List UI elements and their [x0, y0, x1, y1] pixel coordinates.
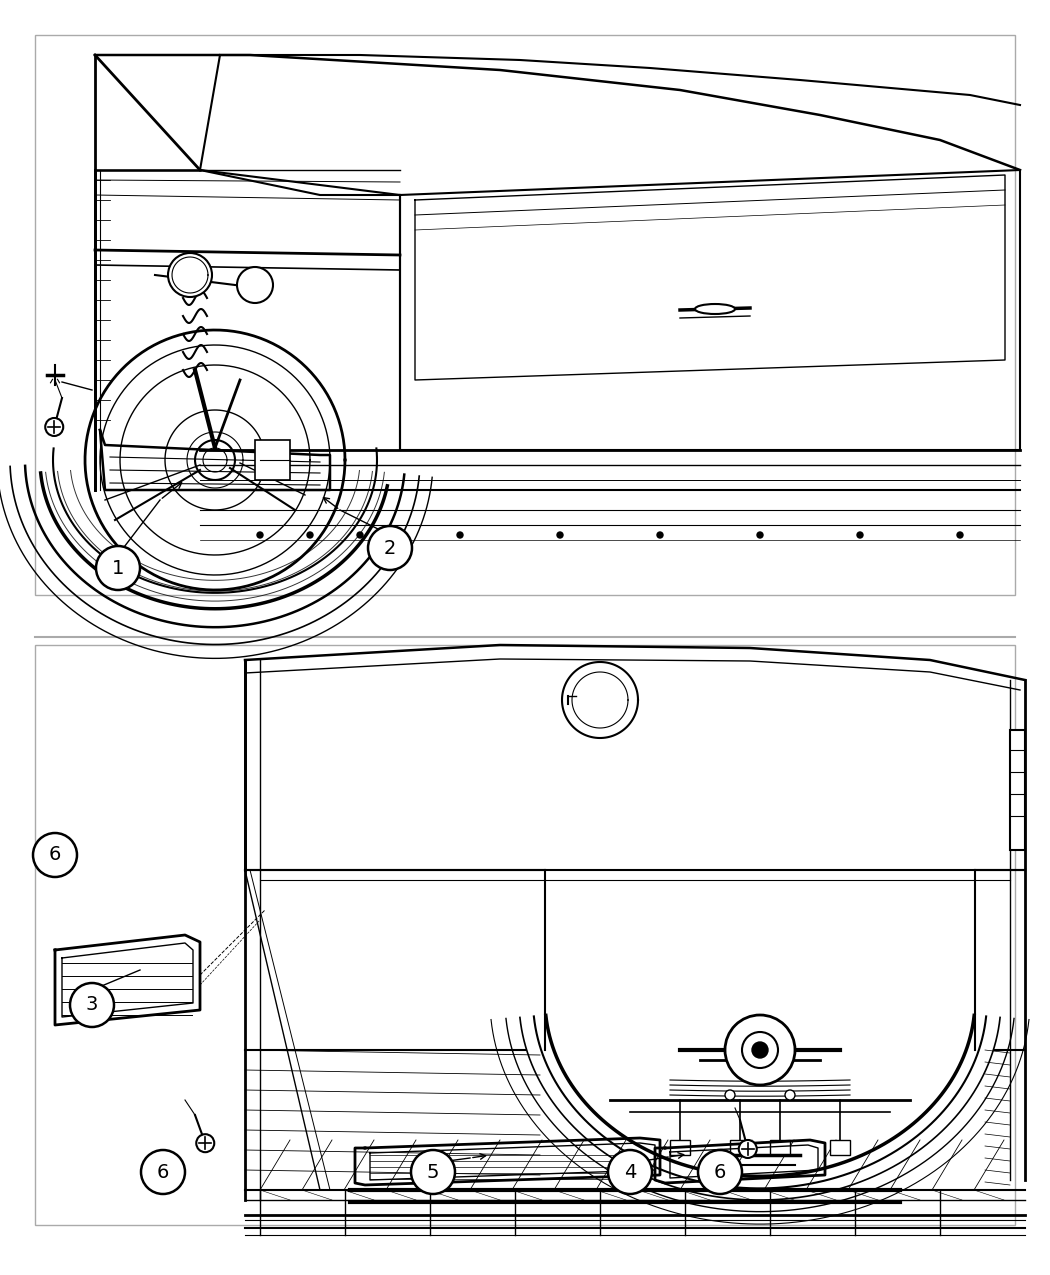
Circle shape: [168, 252, 212, 297]
Bar: [35, 645, 1015, 1225]
Bar: [830, 1140, 850, 1155]
Circle shape: [957, 532, 963, 538]
Text: 6: 6: [156, 1163, 169, 1182]
Circle shape: [70, 983, 114, 1026]
Circle shape: [411, 1150, 455, 1193]
Circle shape: [739, 1140, 757, 1158]
Circle shape: [657, 532, 663, 538]
Circle shape: [742, 1031, 778, 1068]
Circle shape: [857, 532, 863, 538]
Circle shape: [698, 1150, 742, 1193]
Bar: [730, 1140, 750, 1155]
Circle shape: [724, 1015, 795, 1085]
Circle shape: [33, 833, 77, 877]
Circle shape: [141, 1150, 185, 1193]
Circle shape: [752, 1042, 768, 1058]
Bar: [670, 1140, 690, 1155]
Bar: [255, 440, 290, 479]
Bar: [1010, 731, 1025, 850]
Circle shape: [196, 1135, 214, 1153]
Circle shape: [556, 532, 563, 538]
Text: 2: 2: [384, 538, 396, 557]
Text: 4: 4: [624, 1163, 636, 1182]
Circle shape: [757, 532, 763, 538]
Circle shape: [45, 418, 63, 436]
Circle shape: [724, 1090, 735, 1100]
Bar: [770, 1140, 790, 1155]
Circle shape: [608, 1150, 652, 1193]
Text: 5: 5: [426, 1163, 439, 1182]
Circle shape: [357, 532, 363, 538]
Circle shape: [96, 546, 140, 590]
Circle shape: [307, 532, 313, 538]
Circle shape: [368, 527, 412, 570]
Circle shape: [457, 532, 463, 538]
Circle shape: [257, 532, 262, 538]
Text: 6: 6: [48, 845, 61, 864]
Circle shape: [237, 266, 273, 303]
Bar: [35, 34, 1015, 595]
Text: 3: 3: [86, 996, 99, 1015]
Text: 6: 6: [714, 1163, 727, 1182]
Ellipse shape: [695, 303, 735, 314]
Circle shape: [785, 1090, 795, 1100]
Text: 1: 1: [111, 558, 124, 578]
